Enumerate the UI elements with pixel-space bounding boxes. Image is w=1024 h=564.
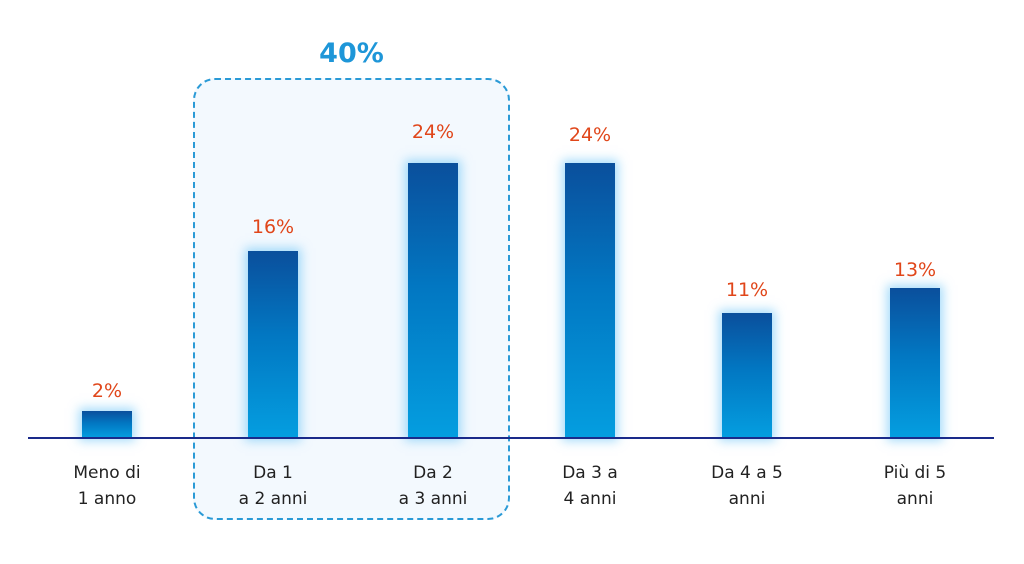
category-line-2: 4 anni: [563, 489, 617, 509]
category-line-1: Da 3 a: [562, 463, 618, 483]
value-label: 2%: [91, 380, 123, 402]
category-line-1: Più di 5: [883, 463, 947, 483]
x-axis-baseline: [28, 437, 994, 439]
category-label: Da 1 a 2 anni: [193, 460, 353, 512]
bar-2-to-3-years: [408, 163, 458, 438]
value-label: 24%: [411, 121, 455, 143]
category-label: Da 2 a 3 anni: [353, 460, 513, 512]
category-label: Da 3 a 4 anni: [510, 460, 670, 512]
category-line-2: anni: [728, 489, 766, 509]
bar-4-to-5-years: [722, 313, 772, 438]
value-label: 11%: [725, 279, 769, 301]
category-line-2: 1 anno: [77, 489, 137, 509]
bar-1-to-2-years: [248, 251, 298, 438]
group-total-label: 40%: [319, 38, 384, 69]
value-label: 13%: [893, 259, 937, 281]
group-highlight-box: [193, 78, 510, 520]
category-line-1: Meno di: [73, 463, 141, 483]
category-line-2: a 3 anni: [398, 489, 468, 509]
category-line-2: anni: [896, 489, 934, 509]
bar-more-than-5-years: [890, 288, 940, 438]
category-line-1: Da 2: [413, 463, 453, 483]
category-line-2: a 2 anni: [238, 489, 308, 509]
category-label: Meno di 1 anno: [27, 460, 187, 512]
category-line-1: Da 4 a 5: [711, 463, 783, 483]
bar-3-to-4-years: [565, 163, 615, 438]
category-label: Da 4 a 5 anni: [667, 460, 827, 512]
value-label: 16%: [251, 216, 295, 238]
value-label: 24%: [568, 124, 612, 146]
bar-less-than-1-year: [82, 411, 132, 438]
category-label: Più di 5 anni: [835, 460, 995, 512]
category-line-1: Da 1: [253, 463, 293, 483]
